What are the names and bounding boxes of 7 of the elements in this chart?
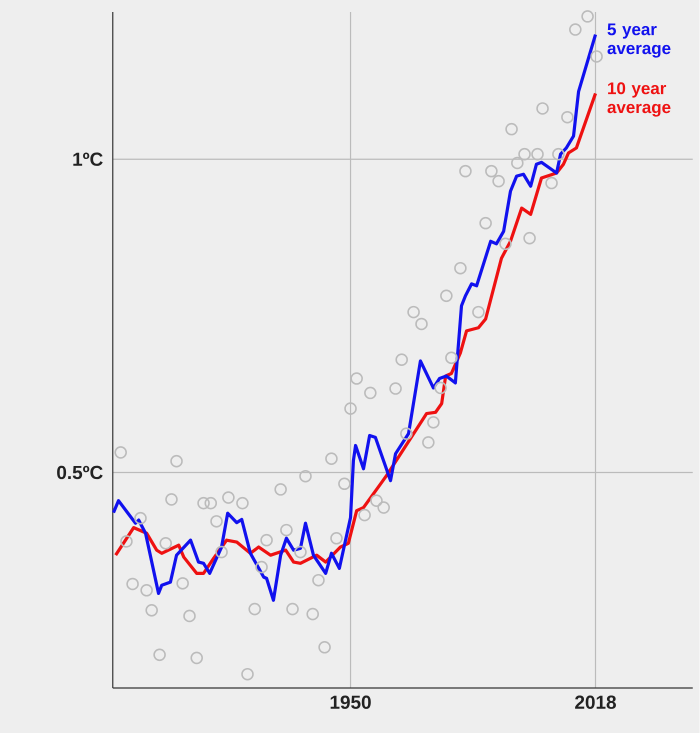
x-tick-label: 2018	[575, 696, 616, 709]
series-label: 5 year average	[608, 23, 671, 58]
x-tick-label: 1950	[330, 696, 371, 709]
y-tick-label: 0.5ºC	[57, 466, 103, 480]
line-series	[112, 32, 598, 602]
y-tick-label: 1ºC	[73, 152, 103, 166]
series-label: 10 year average	[608, 82, 671, 117]
